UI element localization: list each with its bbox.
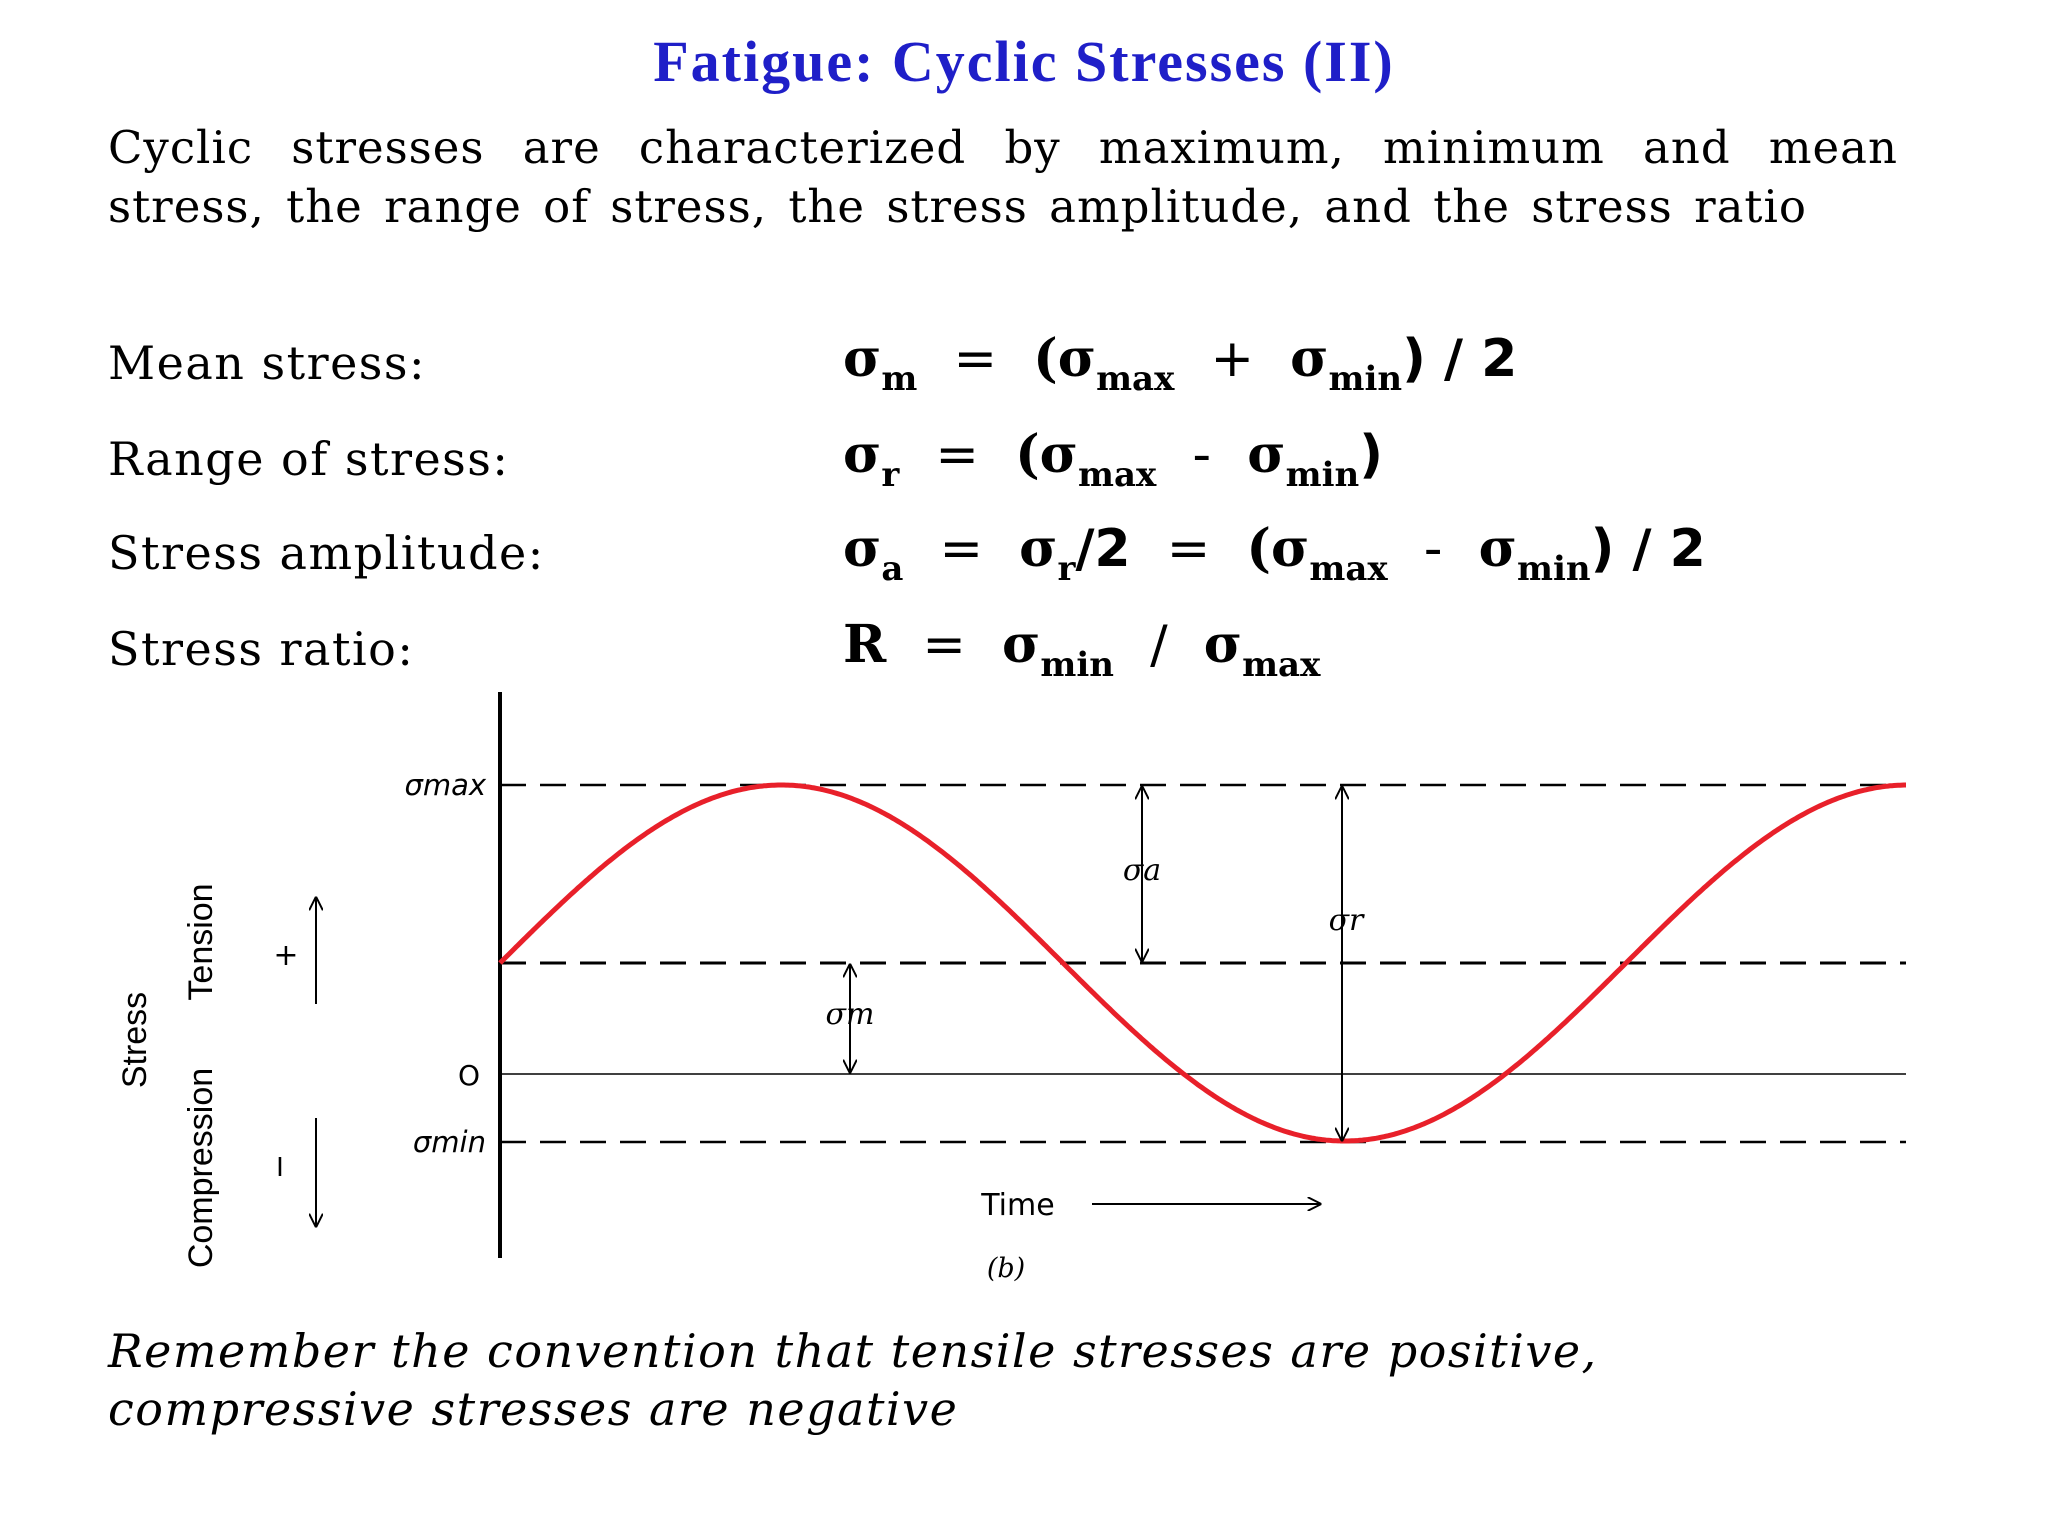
definition-mean-stress: Mean stress: σm = (σmax + σmin) / 2 <box>108 328 2008 406</box>
definition-stress-ratio: Stress ratio: R = σmin / σmax <box>108 614 2008 692</box>
ratio-formula: R = σmin / σmax <box>843 614 1321 685</box>
mean-stress-formula: σm = (σmax + σmin) / 2 <box>843 328 1518 399</box>
sigma-a-label: σa <box>1123 853 1161 888</box>
time-label: Time <box>980 1188 1054 1223</box>
definition-label: Stress ratio: <box>108 622 415 676</box>
slide-title: Fatigue: Cyclic Stresses (II) <box>653 29 1395 94</box>
definition-range-of-stress: Range of stress: σr = (σmax - σmin) <box>108 424 2008 502</box>
zero-label: O <box>458 1059 480 1092</box>
amplitude-formula: σa = σr/2 = (σmax - σmin) / 2 <box>843 518 1706 589</box>
sigma-max-label: σmax <box>404 768 486 802</box>
sigma-min-label: σmin <box>413 1125 486 1159</box>
definition-label: Mean stress: <box>108 336 427 390</box>
caption-label: (b) <box>987 1253 1025 1284</box>
sigma-m-label: σm <box>826 997 875 1032</box>
plus-sign: + <box>273 938 298 973</box>
range-formula: σr = (σmax - σmin) <box>843 424 1384 495</box>
definition-label: Stress amplitude: <box>108 526 545 580</box>
intro-paragraph: Cyclic stresses are characterized by max… <box>108 121 1898 233</box>
definition-label: Range of stress: <box>108 432 510 486</box>
tension-label: Tension <box>182 883 220 1000</box>
stress-sine-curve <box>498 782 1906 1144</box>
definition-stress-amplitude: Stress amplitude: σa = σr/2 = (σmax - σm… <box>108 518 2008 596</box>
sign-convention-note: Remember the convention that tensile str… <box>108 1324 1598 1436</box>
compression-label: Compression <box>182 1068 220 1268</box>
sigma-r-label: σr <box>1329 903 1365 938</box>
stress-axis-label: Stress <box>116 992 154 1088</box>
minus-sign: I <box>276 1153 284 1183</box>
